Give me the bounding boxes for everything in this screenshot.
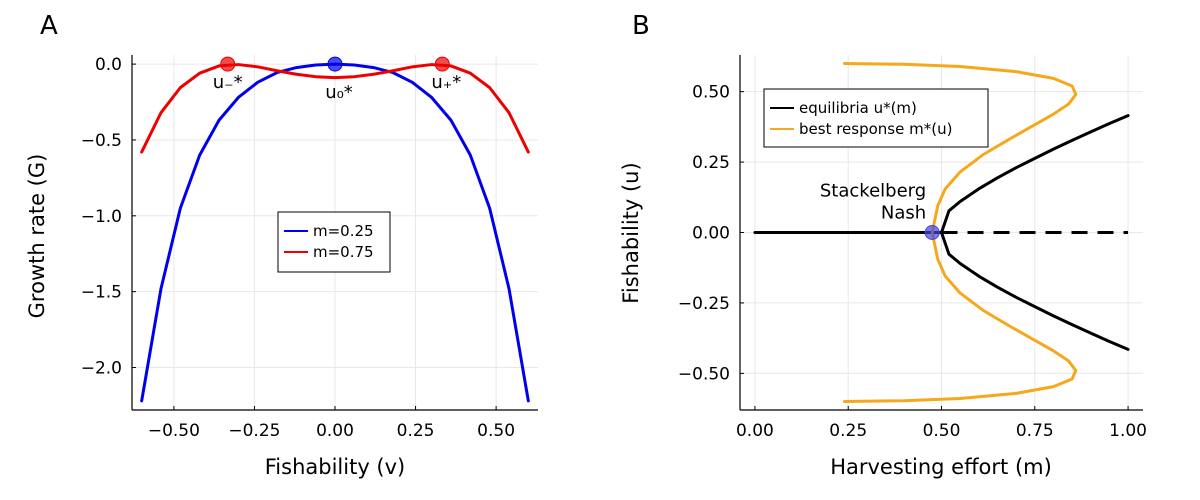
panel-b-legend: equilibria u*(m) best response m*(u) [763,88,989,148]
panel-b-y-axis-label: Fishability (u) [619,162,643,303]
y-tick-label: 0.25 [692,153,730,173]
legend-label: equilibria u*(m) [799,99,917,117]
panel-b-points: Stackelberg Nash [820,181,940,240]
x-tick-label: 0.00 [316,421,354,441]
panel-b-letter: B [632,11,650,41]
legend-box [277,211,391,273]
legend-box [763,88,989,148]
legend-label: m=0.75 [313,243,374,261]
y-tick-label: 0.00 [692,224,730,244]
point-label-line: Nash [881,203,926,224]
point-label: Stackelberg Nash [820,181,926,224]
panel-a-x-axis-label: Fishability (v) [265,455,406,479]
y-tick-label: 0.50 [692,83,730,103]
y-tick-label: −0.50 [678,364,730,384]
x-tick-label: 0.50 [477,421,515,441]
x-tick-label: 0.00 [736,421,774,441]
panel-a-points: u₋* u₀* u₊* [213,56,461,103]
legend-label: m=0.25 [313,222,374,240]
panel-b: B 0.00 0.25 0.50 0.75 1.00 0.50 0.25 0.00 −0.25 −… [619,11,1147,479]
marker-point [327,56,343,72]
y-tick-label: −0.5 [81,131,122,151]
panel-a-letter: A [40,11,58,41]
panel-a-legend: m=0.25 m=0.75 [277,211,391,273]
x-tick-label: 0.25 [397,421,435,441]
panel-a-axes: −0.50 −0.25 0.00 0.25 0.50 0.0 −0.5 −1.0 −1.5 −2.… [81,55,538,441]
point-label: u₊* [431,72,461,93]
point-label: u₀* [325,82,353,103]
panel-a: A −0.50 −0.25 0.00 0.25 0.500.0−0.5−1.0−1.5−… [25,11,538,479]
x-tick-label: −0.50 [148,421,200,441]
y-tick-label: −1.0 [81,207,122,227]
series-line [140,63,530,154]
panel-b-axes: 0.00 0.25 0.50 0.75 1.00 0.50 0.25 0.00 −0.25 −0.… [678,55,1147,441]
panel-a-y-axis-label: Growth rate (G) [25,154,49,319]
x-tick-label: 0.50 [923,421,961,441]
y-tick-label: −0.25 [678,294,730,314]
y-tick-label: 0.0 [95,55,122,75]
x-tick-label: 0.75 [1016,421,1054,441]
x-tick-label: 1.00 [1109,421,1147,441]
y-tick-label: −2.0 [81,359,122,379]
x-tick-label: −0.25 [228,421,280,441]
marker-point [434,56,450,72]
x-tick-label: 0.25 [829,421,867,441]
point-label-line: Stackelberg [820,181,926,202]
marker-point [220,56,236,72]
legend-label: best response m*(u) [799,120,952,138]
marker-point [924,225,940,240]
panel-b-x-axis-label: Harvesting effort (m) [830,455,1052,479]
point-label: u₋* [213,72,243,93]
y-tick-label: −1.5 [81,283,122,303]
